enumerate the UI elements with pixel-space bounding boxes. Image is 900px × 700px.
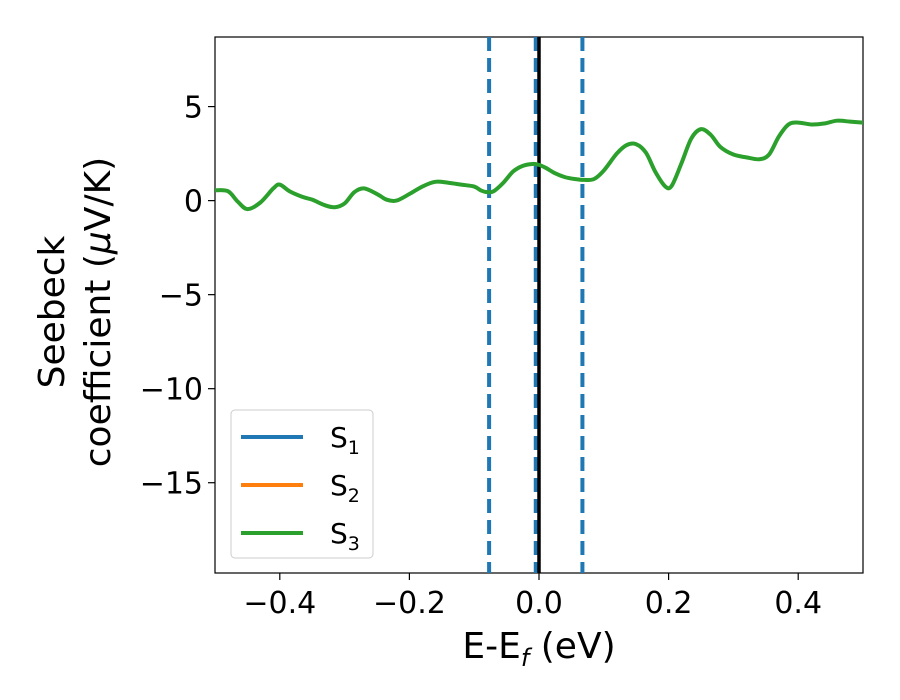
legend: S1 S2 S3 [230, 409, 374, 559]
x-tick-label: 0.0 [515, 586, 563, 621]
x-axis-title: E-Ef (eV) [462, 626, 615, 672]
series-line-3 [215, 118, 863, 212]
x-axis-ticks: −0.4 −0.2 0.0 0.2 0.4 [243, 573, 822, 621]
x-tick-label: 0.4 [774, 586, 822, 621]
y-tick-label: 0 [184, 185, 203, 220]
y-tick-label: −10 [140, 373, 203, 408]
series-layer [215, 118, 863, 212]
y-tick-label: −5 [159, 279, 203, 314]
legend-label-3: S3 [330, 517, 360, 555]
legend-label-2: S2 [330, 469, 360, 507]
y-axis-title-line1: Seebeck [32, 235, 73, 388]
y-axis-ticks: 5 0 −5 −10 −15 [140, 91, 215, 502]
y-axis-title-line2: coefficient (μV/K) [78, 157, 119, 467]
x-tick-label: 0.2 [645, 586, 693, 621]
x-tick-label: −0.4 [243, 586, 316, 621]
y-tick-label: 5 [184, 91, 203, 126]
y-axis-title: Seebeck coefficient (μV/K) [32, 157, 119, 467]
x-tick-label: −0.2 [373, 586, 446, 621]
legend-label-1: S1 [330, 421, 360, 459]
y-tick-label: −15 [140, 467, 203, 502]
reference-lines [487, 37, 585, 573]
